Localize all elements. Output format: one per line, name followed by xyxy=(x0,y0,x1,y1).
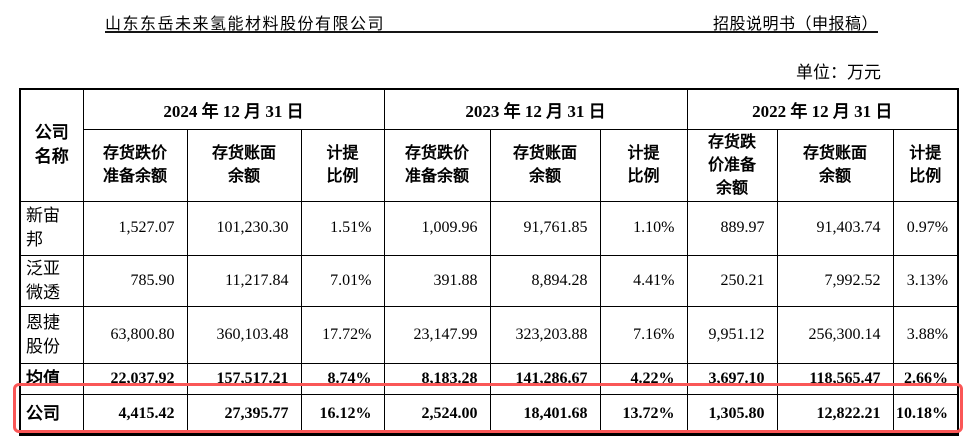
value-cell: 22,037.92 xyxy=(82,362,188,395)
doc-type-label: 招股说明书（申报稿） xyxy=(712,16,878,33)
value-cell: 141,286.67 xyxy=(489,362,601,395)
value-cell: 12,822.21 xyxy=(776,393,894,435)
table-header-dates: 公司 名称 2024 年 12 月 31 日 2023 年 12 月 31 日 … xyxy=(19,88,959,202)
value-cell: 9,951.12 xyxy=(686,305,778,364)
company-name-cell: 公司 xyxy=(19,393,84,435)
column-header-cell: 存货账面 余额 xyxy=(489,128,601,202)
value-cell: 8,894.28 xyxy=(489,254,601,307)
corner-header-cell: 公司 名称 xyxy=(19,88,84,202)
value-cell: 1.10% xyxy=(599,200,688,256)
value-cell: 7.01% xyxy=(300,254,385,307)
value-cell: 889.97 xyxy=(686,200,778,256)
value-cell: 118,565.47 xyxy=(776,362,894,395)
value-cell: 2.66% xyxy=(892,362,959,395)
date-header-2023: 2023 年 12 月 31 日 xyxy=(383,88,688,130)
value-cell: 8.74% xyxy=(300,362,385,395)
value-cell: 16.12% xyxy=(300,393,385,435)
company-name-cell: 新宙 邦 xyxy=(19,200,84,256)
table-row: 新宙 邦 1,527.07 101,230.30 1.51% 1,009.96 … xyxy=(19,200,959,256)
company-name-cell: 均值 xyxy=(19,362,84,395)
table-header-columns: 存货跌价 准备余额 存货账面 余额 计提 比例 存货跌价 准备余额 存货账面 余… xyxy=(20,128,959,202)
column-header-cell: 计提 比例 xyxy=(892,128,959,202)
value-cell: 0.97% xyxy=(892,200,959,256)
value-cell: 1.51% xyxy=(300,200,385,256)
value-cell: 17.72% xyxy=(300,305,385,364)
date-header-2024: 2024 年 12 月 31 日 xyxy=(82,88,385,130)
column-header-cell: 计提 比例 xyxy=(599,128,688,202)
doc-title: 山东东岳未来氢能材料股份有限公司 xyxy=(105,16,386,33)
value-cell: 7.16% xyxy=(599,305,688,364)
value-cell: 250.21 xyxy=(686,254,778,307)
value-cell: 11,217.84 xyxy=(186,254,302,307)
column-header-cell: 计提 比例 xyxy=(300,128,385,202)
value-cell: 360,103.48 xyxy=(186,305,302,364)
inventory-provision-table: 公司 名称 2024 年 12 月 31 日 2023 年 12 月 31 日 … xyxy=(19,88,960,436)
unit-label: 单位：万元 xyxy=(796,63,881,82)
value-cell: 2,524.00 xyxy=(383,393,491,435)
value-cell: 3,697.10 xyxy=(686,362,778,395)
value-cell: 91,761.85 xyxy=(489,200,601,256)
value-cell: 4.22% xyxy=(599,362,688,395)
value-cell: 23,147.99 xyxy=(383,305,491,364)
column-header-cell: 存货跌价 准备余额 xyxy=(383,128,491,202)
value-cell: 391.88 xyxy=(383,254,491,307)
value-cell: 91,403.74 xyxy=(776,200,894,256)
column-header-cell: 存货账面 余额 xyxy=(776,128,894,202)
value-cell: 8,183.28 xyxy=(383,362,491,395)
value-cell: 1,009.96 xyxy=(383,200,491,256)
column-header-cell: 存货跌价 准备余额 xyxy=(82,128,188,202)
value-cell: 323,203.88 xyxy=(489,305,601,364)
value-cell: 4.41% xyxy=(599,254,688,307)
column-header-cell: 存货跌 价准备 余额 xyxy=(686,128,778,202)
value-cell: 785.90 xyxy=(82,254,188,307)
value-cell: 101,230.30 xyxy=(186,200,302,256)
value-cell: 157,517.21 xyxy=(186,362,302,395)
value-cell: 256,300.14 xyxy=(776,305,894,364)
company-name-cell: 恩捷 股份 xyxy=(19,305,84,364)
table-row-company: 公司 4,415.42 27,395.77 16.12% 2,524.00 18… xyxy=(19,393,959,435)
value-cell: 63,800.80 xyxy=(82,305,188,364)
table-row: 泛亚 微透 785.90 11,217.84 7.01% 391.88 8,89… xyxy=(19,254,959,307)
table-row-average: 均值 22,037.92 157,517.21 8.74% 8,183.28 1… xyxy=(19,362,959,395)
table-row: 恩捷 股份 63,800.80 360,103.48 17.72% 23,147… xyxy=(19,305,959,364)
date-header-2022: 2022 年 12 月 31 日 xyxy=(686,88,959,130)
header-rule xyxy=(105,31,878,33)
column-header-cell: 存货账面 余额 xyxy=(186,128,302,202)
value-cell: 1,527.07 xyxy=(82,200,188,256)
value-cell: 4,415.42 xyxy=(82,393,188,435)
value-cell: 10.18% xyxy=(892,393,959,435)
value-cell: 18,401.68 xyxy=(489,393,601,435)
company-name-cell: 泛亚 微透 xyxy=(19,254,84,307)
value-cell: 3.88% xyxy=(892,305,959,364)
value-cell: 7,992.52 xyxy=(776,254,894,307)
value-cell: 13.72% xyxy=(599,393,688,435)
value-cell: 3.13% xyxy=(892,254,959,307)
value-cell: 1,305.80 xyxy=(686,393,778,435)
value-cell: 27,395.77 xyxy=(186,393,302,435)
